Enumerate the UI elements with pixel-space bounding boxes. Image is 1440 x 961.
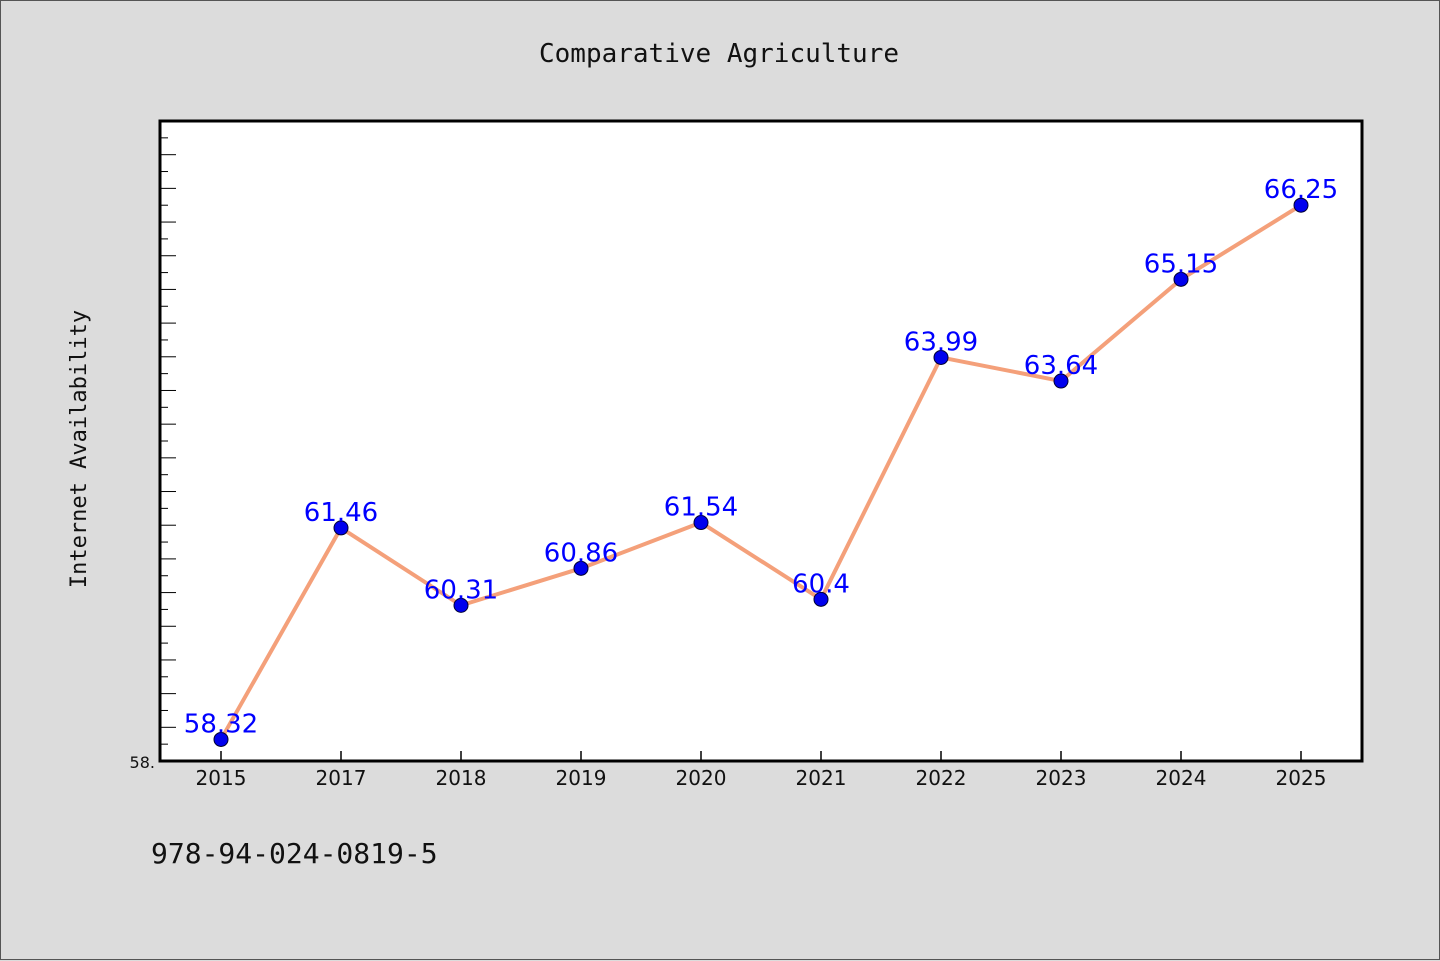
- x-tick-label: 2015: [196, 766, 247, 790]
- isbn-text: 978-94-024-0819-5: [151, 837, 438, 870]
- chart-title: Comparative Agriculture: [539, 39, 899, 69]
- plot-area: [158, 119, 1364, 763]
- data-point: [933, 349, 949, 365]
- data-point: [573, 560, 589, 576]
- data-point: [693, 515, 709, 531]
- y-axis-ticks: [160, 137, 176, 745]
- data-label: 60.86: [544, 538, 618, 568]
- data-point: [1293, 197, 1309, 213]
- data-label: 60.31: [424, 575, 498, 605]
- x-tick-label: 2019: [556, 766, 607, 790]
- data-point: [453, 597, 469, 613]
- data-point: [213, 731, 229, 747]
- x-tick-label: 2022: [916, 766, 967, 790]
- series-line-group: [219, 203, 1303, 741]
- x-tick-label: 2025: [1276, 766, 1327, 790]
- data-point: [1053, 373, 1069, 389]
- data-label: 63.99: [904, 327, 978, 357]
- x-tick-label: 2020: [676, 766, 727, 790]
- data-point: [1173, 271, 1189, 287]
- x-tick-label: 2021: [796, 766, 847, 790]
- data-label: 60.4: [792, 569, 850, 599]
- x-tick-label: 2024: [1156, 766, 1207, 790]
- data-label: 65.15: [1144, 249, 1218, 279]
- x-axis-ticks: 2015 2017 2018 2019 2020 2021 2022 2023 2024 2025: [196, 751, 1327, 790]
- data-point: [813, 591, 829, 607]
- series-line: [219, 203, 1303, 741]
- x-tick-label: 2023: [1036, 766, 1087, 790]
- data-point: [333, 520, 349, 536]
- data-label: 66.25: [1264, 175, 1338, 205]
- x-tick-label: 2018: [436, 766, 487, 790]
- data-label: 63.64: [1024, 351, 1098, 381]
- data-label: 58.32: [184, 709, 258, 739]
- y-axis-label: Internet Availability: [67, 310, 92, 588]
- data-labels: 58.32 61.46 60.31 60.86 61.54 60.4 63.99 63.64 6…: [184, 175, 1338, 739]
- x-tick-label: 2017: [316, 766, 367, 790]
- data-label: 61.54: [664, 493, 738, 523]
- data-label: 61.46: [304, 498, 378, 528]
- y-tick-label: 58.: [130, 753, 155, 772]
- series-markers: [213, 197, 1309, 747]
